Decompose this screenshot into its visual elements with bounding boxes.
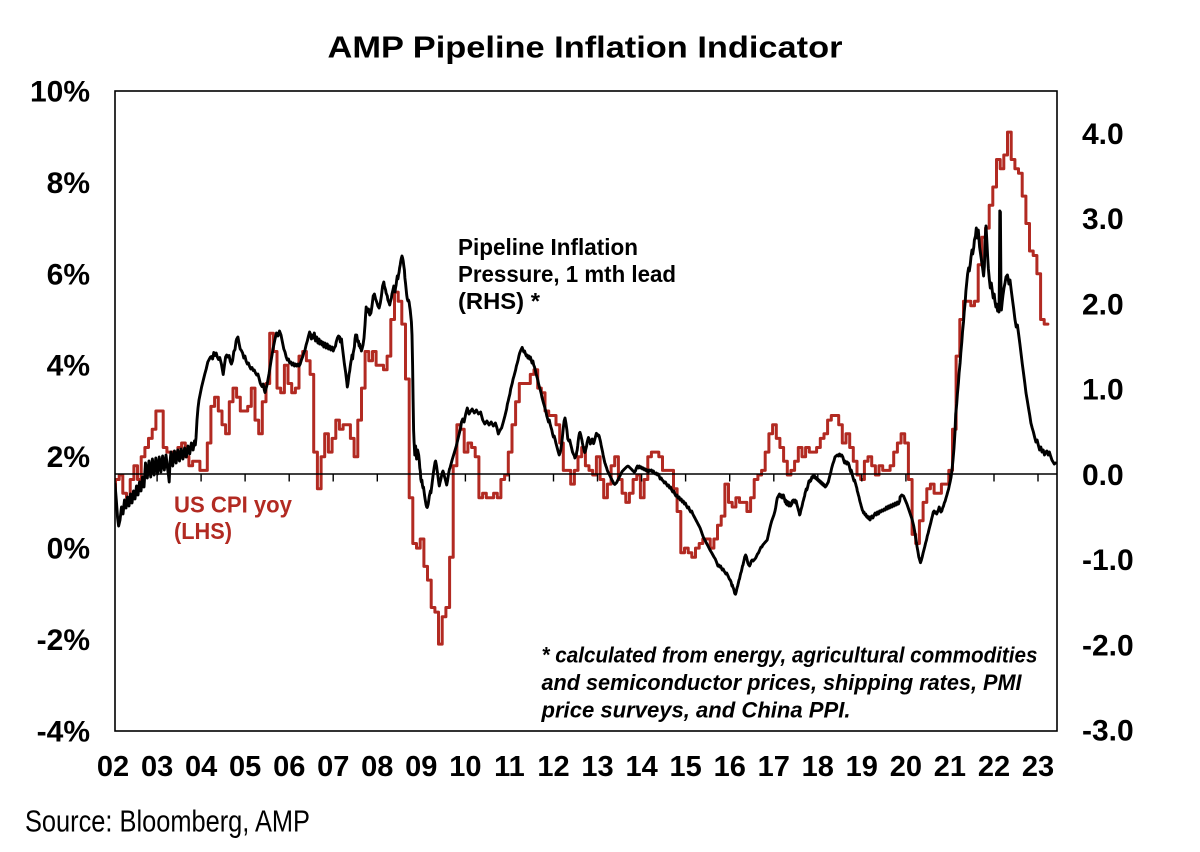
svg-text:23: 23 <box>1022 751 1054 783</box>
svg-text:(LHS): (LHS) <box>174 518 232 544</box>
svg-text:-2%: -2% <box>37 624 90 657</box>
svg-text:18: 18 <box>802 751 834 783</box>
svg-text:6%: 6% <box>47 258 90 291</box>
svg-text:22: 22 <box>978 751 1010 783</box>
svg-text:2%: 2% <box>47 441 90 474</box>
svg-text:14: 14 <box>625 751 657 783</box>
svg-text:16: 16 <box>714 751 746 783</box>
svg-text:Source: Bloomberg, AMP: Source: Bloomberg, AMP <box>25 804 310 839</box>
svg-text:06: 06 <box>273 751 305 783</box>
svg-text:4%: 4% <box>47 350 90 383</box>
svg-text:price surveys, and China PPI.: price surveys, and China PPI. <box>540 698 850 723</box>
svg-text:-1.0: -1.0 <box>1082 544 1134 577</box>
svg-text:09: 09 <box>405 751 437 783</box>
svg-text:13: 13 <box>581 751 613 783</box>
svg-text:0.0: 0.0 <box>1082 459 1124 492</box>
svg-text:07: 07 <box>317 751 349 783</box>
svg-text:10: 10 <box>449 751 481 783</box>
svg-text:-4%: -4% <box>37 715 90 748</box>
svg-text:15: 15 <box>669 751 701 783</box>
svg-text:12: 12 <box>537 751 569 783</box>
svg-text:-3.0: -3.0 <box>1082 715 1134 748</box>
svg-text:8%: 8% <box>47 167 90 200</box>
svg-text:(RHS) *: (RHS) * <box>458 288 540 314</box>
svg-text:08: 08 <box>361 751 393 783</box>
svg-text:05: 05 <box>229 751 261 783</box>
svg-text:US CPI yoy: US CPI yoy <box>174 491 292 517</box>
svg-text:04: 04 <box>185 751 217 783</box>
svg-text:2.0: 2.0 <box>1082 288 1124 321</box>
svg-text:Pipeline Inflation: Pipeline Inflation <box>458 234 638 260</box>
svg-text:0%: 0% <box>47 533 90 566</box>
svg-text:* calculated from energy, agri: * calculated from energy, agricultural c… <box>542 643 1038 668</box>
svg-text:Pressure, 1 mth lead: Pressure, 1 mth lead <box>458 261 676 287</box>
svg-text:20: 20 <box>890 751 922 783</box>
svg-text:19: 19 <box>846 751 878 783</box>
svg-text:11: 11 <box>494 751 525 783</box>
svg-text:10%: 10% <box>30 75 90 108</box>
svg-text:AMP Pipeline Inflation Indicat: AMP Pipeline Inflation Indicator <box>328 29 843 64</box>
svg-text:02: 02 <box>97 751 129 783</box>
svg-text:4.0: 4.0 <box>1082 118 1124 151</box>
svg-text:and semiconductor prices, ship: and semiconductor prices, shipping rates… <box>542 670 1023 695</box>
svg-text:21: 21 <box>934 751 966 783</box>
svg-text:-2.0: -2.0 <box>1082 629 1134 662</box>
svg-text:3.0: 3.0 <box>1082 203 1124 236</box>
svg-text:17: 17 <box>758 751 790 783</box>
svg-text:03: 03 <box>141 751 173 783</box>
svg-text:1.0: 1.0 <box>1082 374 1124 407</box>
